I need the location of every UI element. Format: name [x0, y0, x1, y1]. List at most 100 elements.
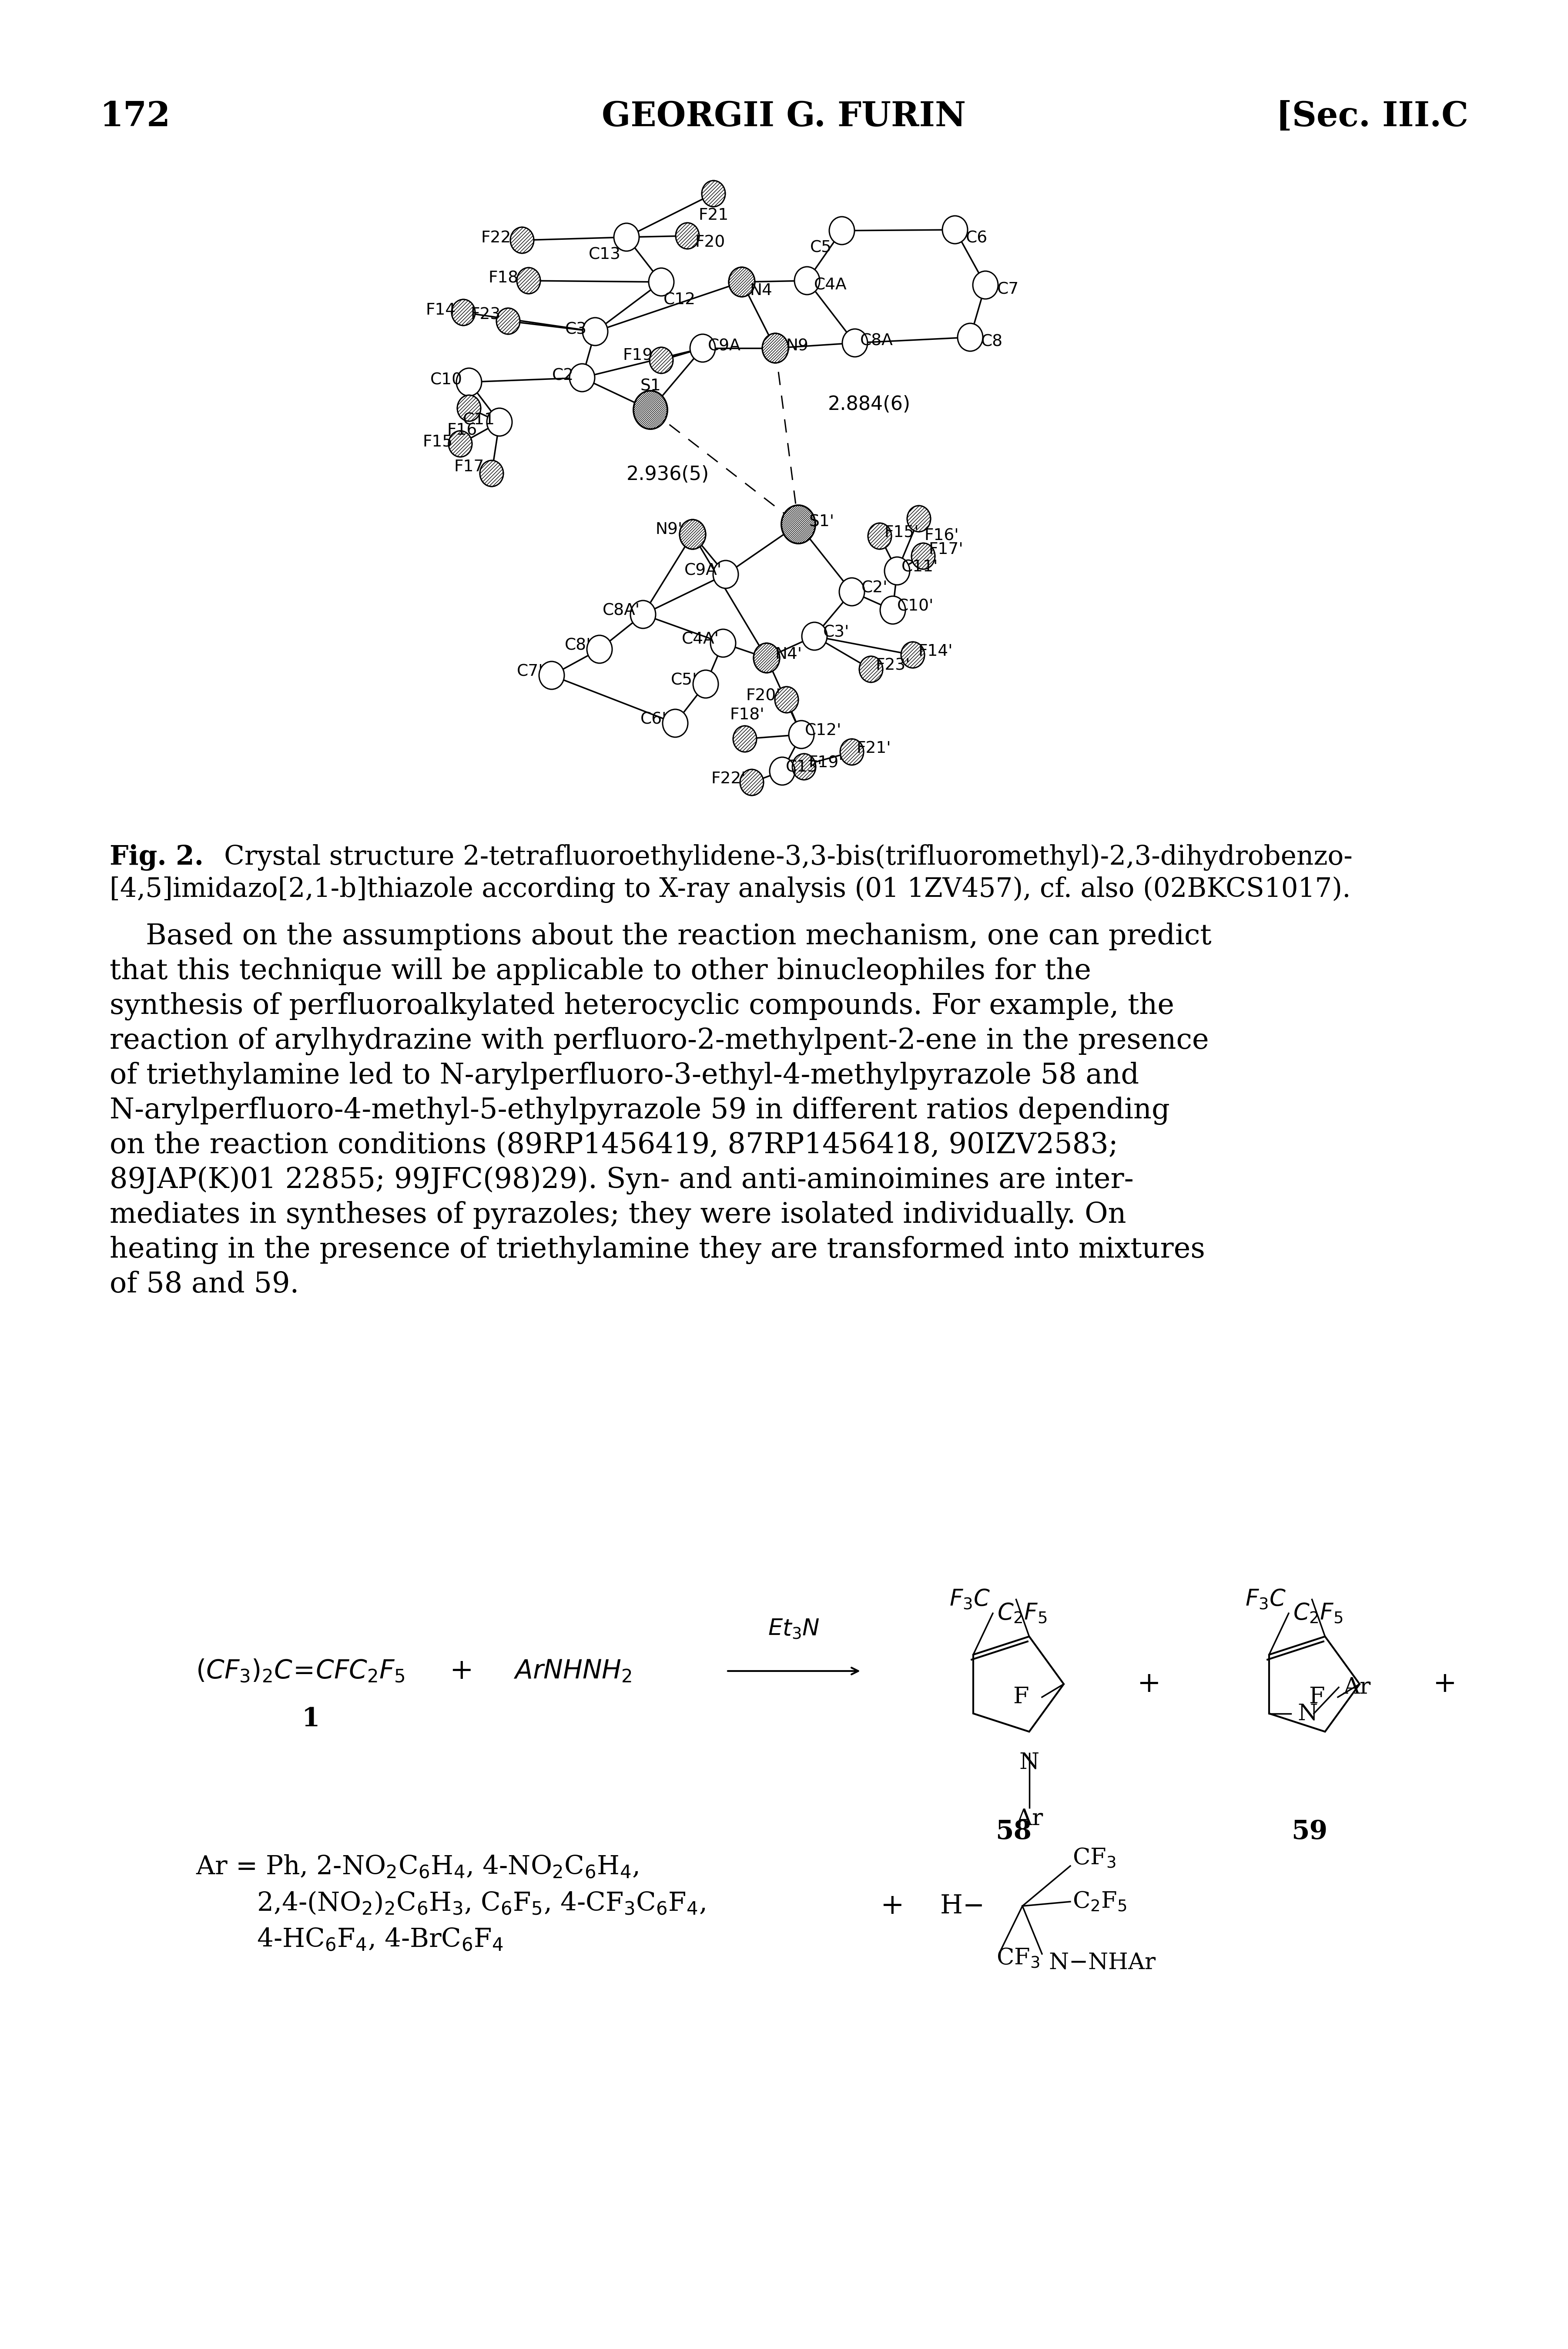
Text: 59: 59: [1290, 1818, 1327, 1844]
Ellipse shape: [795, 268, 820, 294]
Ellipse shape: [789, 721, 814, 749]
Text: F23: F23: [470, 308, 500, 322]
Text: N: N: [1297, 1703, 1317, 1724]
Ellipse shape: [775, 686, 798, 712]
Ellipse shape: [713, 561, 739, 587]
Ellipse shape: [842, 329, 867, 357]
Ellipse shape: [679, 519, 706, 550]
Text: F16: F16: [447, 423, 477, 439]
Text: F21: F21: [698, 207, 729, 223]
Ellipse shape: [839, 578, 864, 606]
Text: F: F: [1309, 1687, 1325, 1708]
Text: [Sec. III.C: [Sec. III.C: [1276, 101, 1468, 134]
Text: GEORGII G. FURIN: GEORGII G. FURIN: [602, 101, 966, 134]
Ellipse shape: [480, 460, 503, 486]
Text: F23': F23': [875, 658, 909, 674]
Text: $C_2F_5$: $C_2F_5$: [1292, 1602, 1342, 1626]
Text: C$_2$F$_5$: C$_2$F$_5$: [1073, 1891, 1126, 1912]
Text: C4A': C4A': [682, 632, 720, 648]
Text: Based on the assumptions about the reaction mechanism, one can predict: Based on the assumptions about the react…: [110, 923, 1210, 951]
Ellipse shape: [486, 409, 511, 437]
Text: F20': F20': [746, 688, 781, 705]
Ellipse shape: [732, 726, 756, 752]
Ellipse shape: [958, 324, 983, 350]
Ellipse shape: [762, 334, 789, 364]
Text: H$-$: H$-$: [939, 1893, 982, 1919]
Ellipse shape: [781, 505, 815, 543]
Text: C8A': C8A': [602, 604, 640, 618]
Text: F15: F15: [422, 435, 453, 449]
Ellipse shape: [701, 181, 724, 207]
Text: F17': F17': [928, 543, 963, 557]
Text: N4: N4: [750, 282, 771, 298]
Text: C7': C7': [516, 665, 543, 679]
Text: F14': F14': [917, 644, 952, 660]
Ellipse shape: [792, 754, 815, 780]
Text: C13': C13': [786, 759, 822, 775]
Ellipse shape: [662, 709, 688, 738]
Text: C5: C5: [811, 240, 831, 256]
Text: N9': N9': [655, 521, 682, 538]
Text: N-arylperfluoro-4-methyl-5-ethylpyrazole 59 in different ratios depending: N-arylperfluoro-4-methyl-5-ethylpyrazole…: [110, 1097, 1170, 1125]
Text: on the reaction conditions (89RP1456419, 87RP1456418, 90IZV2583;: on the reaction conditions (89RP1456419,…: [110, 1132, 1118, 1160]
Ellipse shape: [884, 557, 909, 585]
Text: $Et_3N$: $Et_3N$: [768, 1618, 820, 1640]
Text: F19': F19': [808, 756, 844, 770]
Ellipse shape: [740, 770, 764, 796]
Ellipse shape: [586, 634, 612, 662]
Ellipse shape: [649, 268, 674, 296]
Ellipse shape: [676, 223, 699, 249]
Text: CF$_3$: CF$_3$: [1073, 1846, 1116, 1870]
Text: C6': C6': [640, 712, 666, 728]
Text: C13: C13: [588, 247, 621, 263]
Ellipse shape: [456, 369, 481, 397]
Ellipse shape: [649, 348, 673, 373]
Text: F22': F22': [710, 770, 745, 787]
Ellipse shape: [582, 317, 608, 345]
Ellipse shape: [840, 740, 864, 766]
Ellipse shape: [710, 630, 735, 658]
Ellipse shape: [452, 298, 475, 327]
Text: F20: F20: [695, 235, 724, 251]
Text: of triethylamine led to N-arylperfluoro-3-ethyl-4-methylpyrazole 58 and: of triethylamine led to N-arylperfluoro-…: [110, 1062, 1138, 1090]
Text: reaction of arylhydrazine with perfluoro-2-methylpent-2-ene in the presence: reaction of arylhydrazine with perfluoro…: [110, 1027, 1209, 1055]
Text: C2': C2': [861, 580, 887, 597]
Text: Fig. 2.: Fig. 2.: [110, 843, 204, 871]
Ellipse shape: [539, 662, 564, 688]
Ellipse shape: [690, 334, 715, 362]
Ellipse shape: [517, 268, 541, 294]
Text: Ar: Ar: [1014, 1809, 1043, 1830]
Text: heating in the presence of triethylamine they are transformed into mixtures: heating in the presence of triethylamine…: [110, 1236, 1204, 1264]
Text: C5': C5': [671, 672, 696, 688]
Ellipse shape: [630, 601, 655, 630]
Text: 172: 172: [100, 101, 171, 134]
Text: F17: F17: [453, 458, 485, 474]
Ellipse shape: [770, 756, 795, 785]
Text: $F_3C$: $F_3C$: [1245, 1588, 1286, 1611]
Ellipse shape: [510, 228, 533, 254]
Text: F16': F16': [924, 529, 958, 545]
Text: C11': C11': [902, 559, 938, 576]
Text: Ar: Ar: [1342, 1677, 1370, 1698]
Text: C9A': C9A': [684, 564, 721, 578]
Ellipse shape: [497, 308, 519, 334]
Ellipse shape: [911, 543, 935, 568]
Text: C8': C8': [564, 639, 591, 653]
Text: C3': C3': [823, 625, 850, 641]
Ellipse shape: [633, 390, 668, 430]
Ellipse shape: [829, 216, 855, 244]
Text: that this technique will be applicable to other binucleophiles for the: that this technique will be applicable t…: [110, 958, 1091, 984]
Text: 2.884(6): 2.884(6): [828, 395, 911, 413]
Text: C2: C2: [552, 369, 574, 383]
Text: C8A: C8A: [859, 334, 892, 348]
Text: 4-HC$_6$F$_4$, 4-BrC$_6$F$_4$: 4-HC$_6$F$_4$, 4-BrC$_6$F$_4$: [257, 1926, 503, 1952]
Ellipse shape: [942, 216, 967, 244]
Ellipse shape: [693, 669, 718, 698]
Text: 1: 1: [303, 1705, 320, 1731]
Text: Ar = Ph, 2-NO$_2$C$_6$H$_4$, 4-NO$_2$C$_6$H$_4$,: Ar = Ph, 2-NO$_2$C$_6$H$_4$, 4-NO$_2$C$_…: [196, 1853, 638, 1879]
Text: C8: C8: [982, 334, 1002, 350]
Text: F22: F22: [481, 230, 511, 247]
Text: 89JAP(K)01 22855; 99JFC(98)29). Syn- and anti-aminoimines are inter-: 89JAP(K)01 22855; 99JFC(98)29). Syn- and…: [110, 1165, 1134, 1196]
Text: C9A: C9A: [707, 338, 740, 355]
Text: $C_2F_5$: $C_2F_5$: [997, 1602, 1046, 1626]
